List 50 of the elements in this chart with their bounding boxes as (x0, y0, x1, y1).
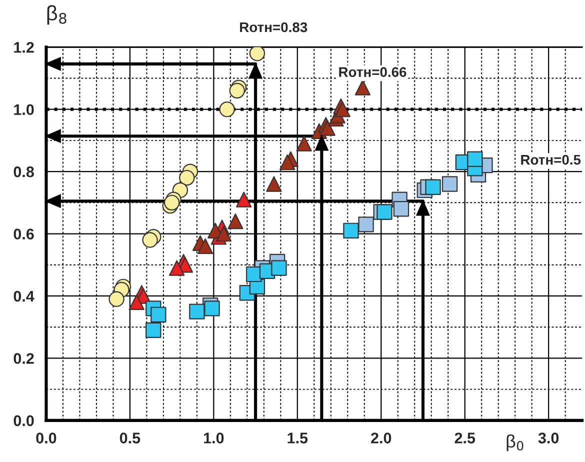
point (216, 226, 232, 242)
x-tick-label: 3.0 (538, 432, 559, 444)
point (393, 201, 410, 217)
y-tick-label: 0.0 (14, 415, 34, 426)
point (219, 102, 235, 118)
point (425, 179, 441, 195)
annotation: Rотн=0.66 (339, 67, 406, 77)
x-tick-label: 0.5 (120, 432, 140, 444)
point (320, 120, 336, 136)
point (228, 213, 244, 230)
x-tick-label: 0.0 (36, 432, 56, 444)
point (164, 194, 180, 210)
point (271, 260, 287, 276)
point (229, 82, 245, 99)
point (358, 216, 374, 232)
point (296, 136, 312, 152)
point (354, 80, 371, 96)
point (334, 102, 350, 118)
y-tick-label: 0.2 (14, 353, 34, 364)
point (150, 306, 166, 322)
point (280, 154, 296, 170)
point (128, 294, 144, 310)
point (108, 291, 124, 307)
point (189, 304, 205, 320)
point (146, 322, 162, 338)
x-tick-label: 1.0 (204, 432, 224, 444)
point (168, 260, 185, 276)
point (197, 238, 214, 254)
text: Rотн=0.83 (240, 22, 308, 32)
annotation: Rотн=0.5 (521, 154, 581, 165)
point (442, 176, 458, 192)
y-tick-label: 1.0 (14, 104, 34, 116)
point (204, 300, 220, 316)
point (249, 47, 266, 62)
y-tick-label: 0.8 (14, 166, 34, 178)
point (343, 222, 359, 238)
point (142, 232, 158, 248)
point (236, 192, 252, 208)
y-axis-title: β$_{8}$ (47, 5, 66, 25)
x-tick-label: 2.5 (454, 432, 476, 444)
point (376, 204, 392, 220)
x-axis-title: β$_{0}$ (506, 434, 524, 452)
x-tick-label: 1.5 (288, 432, 308, 444)
y-tick-label: 0.6 (14, 228, 34, 240)
y-tick-label: 1.2 (14, 42, 34, 53)
point (179, 170, 195, 186)
point (266, 176, 282, 192)
x-tick-label: 2.0 (371, 432, 392, 444)
point (467, 151, 483, 167)
y-tick-label: 0.4 (14, 290, 34, 302)
